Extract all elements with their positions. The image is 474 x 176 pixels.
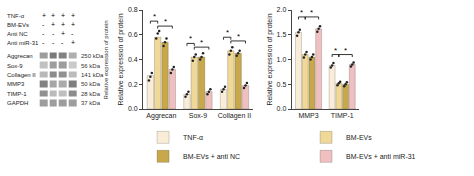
svg-text:+: + bbox=[71, 39, 75, 46]
svg-text:37 kDa: 37 kDa bbox=[81, 100, 101, 106]
svg-text:Collagen II: Collagen II bbox=[7, 72, 36, 78]
svg-text:*: * bbox=[300, 8, 303, 17]
svg-text:+: + bbox=[51, 12, 55, 19]
svg-text:Sox-9: Sox-9 bbox=[7, 63, 23, 69]
svg-text:BM-EVs: BM-EVs bbox=[346, 134, 372, 141]
svg-text:GAPDH: GAPDH bbox=[7, 100, 28, 106]
svg-text:*: * bbox=[153, 12, 156, 21]
svg-text:+: + bbox=[42, 12, 46, 19]
svg-text:Anti miR-31: Anti miR-31 bbox=[7, 40, 39, 46]
svg-text:*: * bbox=[189, 34, 192, 43]
svg-text:Collagen II: Collagen II bbox=[218, 112, 252, 120]
svg-text:+: + bbox=[71, 12, 75, 19]
svg-text:+: + bbox=[61, 30, 65, 37]
svg-text:BM-EVs + anti miR-31: BM-EVs + anti miR-31 bbox=[346, 153, 416, 160]
svg-text:+: + bbox=[61, 12, 65, 19]
svg-text:-: - bbox=[52, 39, 55, 46]
svg-text:-: - bbox=[42, 39, 45, 46]
svg-text:*: * bbox=[164, 17, 167, 26]
svg-text:1.0: 1.0 bbox=[277, 56, 287, 63]
svg-text:28 kDa: 28 kDa bbox=[81, 91, 101, 97]
svg-text:1.5: 1.5 bbox=[277, 31, 287, 38]
svg-text:2.0: 2.0 bbox=[277, 6, 287, 13]
svg-text:Anti NC: Anti NC bbox=[7, 31, 28, 37]
svg-text:Aggrecan: Aggrecan bbox=[7, 53, 33, 59]
svg-text:0.2: 0.2 bbox=[128, 81, 138, 88]
svg-text:+: + bbox=[61, 21, 65, 28]
svg-text:TNF-α: TNF-α bbox=[7, 13, 25, 19]
svg-text:Sox-9: Sox-9 bbox=[189, 112, 207, 119]
svg-text:*: * bbox=[334, 46, 337, 55]
svg-text:*: * bbox=[237, 32, 240, 41]
svg-text:Relative expression of protein: Relative expression of protein bbox=[103, 20, 109, 99]
svg-text:-: - bbox=[42, 30, 45, 37]
svg-text:+: + bbox=[71, 21, 75, 28]
svg-text:141 kDa: 141 kDa bbox=[81, 72, 104, 78]
svg-text:Relative expression of protein: Relative expression of protein bbox=[117, 13, 125, 105]
svg-text:TNF-α: TNF-α bbox=[183, 134, 203, 141]
svg-text:0.8: 0.8 bbox=[128, 6, 138, 13]
svg-text:MMP3: MMP3 bbox=[298, 112, 318, 119]
svg-text:56 kDa: 56 kDa bbox=[81, 63, 101, 69]
svg-text:0.5: 0.5 bbox=[277, 81, 287, 88]
svg-text:Relative expression of protein: Relative expression of protein bbox=[266, 13, 274, 105]
svg-text:+: + bbox=[51, 21, 55, 28]
svg-text:BM-EVs + anti NC: BM-EVs + anti NC bbox=[183, 153, 240, 160]
svg-text:-: - bbox=[52, 30, 55, 37]
svg-text:Aggrecan: Aggrecan bbox=[146, 112, 176, 120]
svg-text:TIMP-1: TIMP-1 bbox=[7, 91, 27, 97]
svg-text:-: - bbox=[42, 21, 45, 28]
svg-text:250 kDa: 250 kDa bbox=[81, 53, 104, 59]
svg-text:0.6: 0.6 bbox=[128, 31, 138, 38]
svg-text:0.0: 0.0 bbox=[128, 105, 138, 112]
svg-text:TIMP-1: TIMP-1 bbox=[331, 112, 354, 119]
svg-text:BM-EVs: BM-EVs bbox=[7, 22, 29, 28]
svg-text:0.0: 0.0 bbox=[277, 105, 287, 112]
svg-text:50 kDa: 50 kDa bbox=[81, 81, 101, 87]
svg-text:*: * bbox=[226, 28, 229, 37]
svg-text:0.4: 0.4 bbox=[128, 56, 138, 63]
svg-text:MMP3: MMP3 bbox=[7, 81, 25, 87]
svg-text:*: * bbox=[200, 38, 203, 47]
svg-text:*: * bbox=[310, 8, 313, 17]
svg-text:-: - bbox=[71, 30, 74, 37]
svg-text:-: - bbox=[61, 39, 64, 46]
svg-text:*: * bbox=[344, 46, 347, 55]
